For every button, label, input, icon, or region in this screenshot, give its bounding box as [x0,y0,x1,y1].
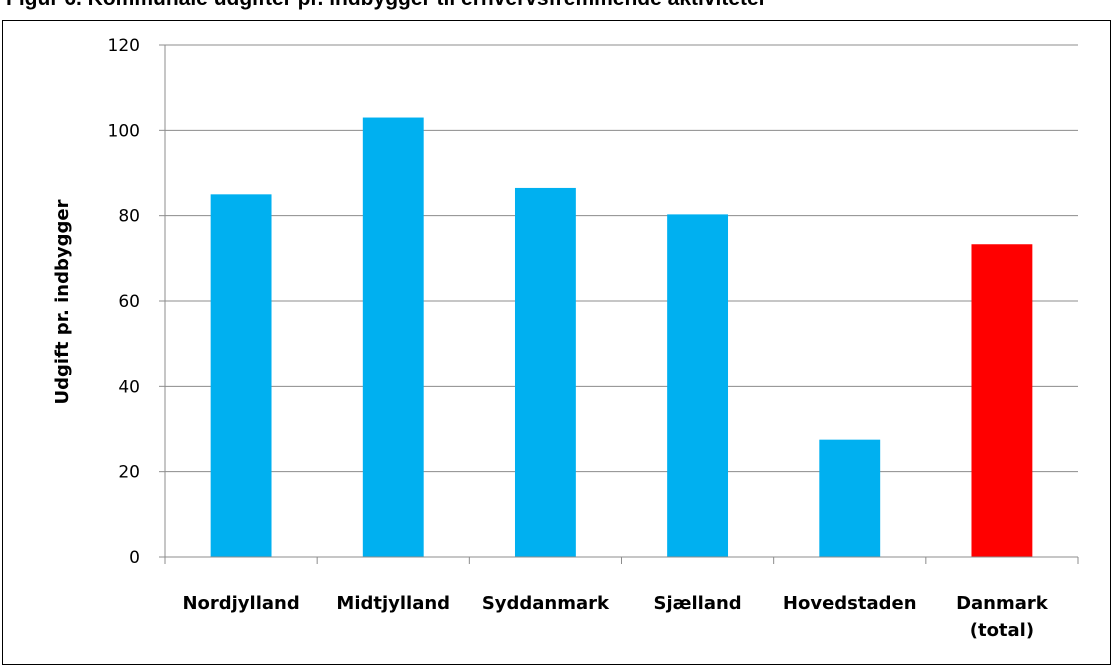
x-tick-label: Hovedstaden [783,593,917,614]
y-tick-label: 20 [118,463,140,483]
axes [159,44,1079,564]
bar [667,214,729,558]
bar [514,187,576,557]
bar [971,244,1033,557]
y-axis-title: Udgift pr. indbygger [52,199,73,404]
gridlines [165,44,1078,473]
bars [210,117,1033,558]
y-tick-label: 60 [118,292,140,312]
x-tick-label: (total) [970,620,1034,641]
y-tick-label: 40 [118,377,140,397]
x-tick-label: Syddanmark [482,593,610,614]
bar [210,194,272,558]
chart-frame [2,20,1111,665]
y-tick-label: 80 [118,207,140,227]
x-tick-label: Danmark [956,593,1049,614]
x-tick-label: Midtjylland [336,593,450,614]
x-tick-label: Sjælland [653,593,741,614]
labels: 0 20 40 60 80 100 120 Nordjylland Midtjylland Syd… [108,36,1049,641]
bar [362,117,424,558]
chart-title: Figur 6. Kommunale udgifter pr. indbygge… [6,0,767,11]
bar [819,439,881,557]
y-tick-label: 0 [129,548,140,568]
y-tick-label: 100 [108,121,140,141]
y-tick-label: 120 [108,36,140,56]
x-tick-label: Nordjylland [182,593,299,614]
